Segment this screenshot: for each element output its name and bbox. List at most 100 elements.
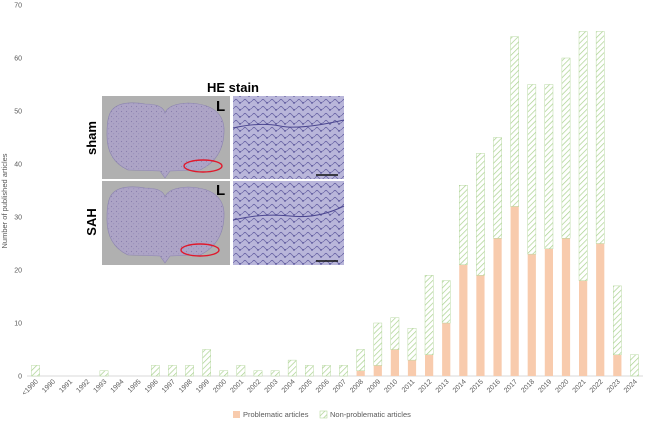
bar-non-problematic-2010 [390, 317, 400, 350]
y-tick-label: 30 [14, 215, 22, 222]
he-stain-inset: HE stain sham SAH L L [78, 78, 346, 268]
x-tick-label: 1992 [75, 378, 91, 394]
bar-problematic-2020 [561, 238, 571, 376]
x-tick-label: 2017 [503, 378, 519, 394]
inset-row-label-sham: sham [84, 121, 99, 155]
bar-non-problematic-2003 [270, 370, 280, 377]
y-axis: 0 10 20 30 40 50 60 70 [14, 3, 22, 381]
legend-label-problematic: Problematic articles [243, 410, 309, 419]
bar-non-problematic-2015 [476, 153, 485, 276]
bar-problematic-2010 [390, 349, 399, 376]
x-tick-label: 1995 [127, 378, 143, 394]
x-tick-label: 2018 [520, 378, 536, 394]
bar-non-problematic-2018 [527, 84, 537, 255]
bar-problematic-2022 [596, 243, 605, 376]
y-tick-label: 40 [14, 162, 22, 169]
x-tick-label: 2010 [383, 378, 399, 394]
x-tick-label: 2014 [452, 378, 468, 394]
x-tick-label: 2013 [435, 378, 451, 394]
bars [31, 31, 639, 377]
bar-non-problematic-2024 [630, 354, 639, 377]
bar-non-problematic-2020 [561, 57, 571, 239]
bar-non-problematic-1996 [151, 365, 160, 377]
x-tick-label: 2008 [349, 378, 365, 394]
x-tick-label: 1996 [144, 378, 160, 394]
bar-non-problematic-2021 [578, 31, 588, 281]
x-tick-label: 2005 [298, 378, 314, 394]
x-tick-label: 2012 [418, 378, 434, 394]
y-axis-title: Number of published articles [0, 153, 9, 248]
x-tick-label: 1991 [58, 378, 74, 394]
x-tick-label: 1994 [110, 378, 126, 394]
bar-non-problematic-2004 [287, 359, 297, 377]
bar-non-problematic-2013 [441, 280, 451, 324]
y-tick-label: 0 [18, 374, 22, 381]
inset-row-label-sah: SAH [84, 208, 99, 235]
x-tick-label: 2022 [589, 378, 605, 394]
bar-non-problematic-2012 [424, 275, 434, 355]
sham-surface-line [232, 119, 345, 129]
x-tick-label: 2007 [332, 378, 348, 394]
y-tick-label: 10 [14, 321, 22, 328]
x-axis: <1990 1990 1991 1992 1993 1994 1995 1996 1997 199… [21, 378, 639, 397]
x-tick-label: 2016 [486, 378, 502, 394]
bar-non-problematic-2008 [356, 349, 365, 371]
bar-problematic-2017 [510, 206, 519, 376]
x-tick-label: 2024 [623, 378, 639, 394]
bar-non-problematic-2023 [613, 285, 622, 355]
x-tick-label: 2006 [315, 378, 331, 394]
sah-brain-section [106, 186, 225, 264]
x-tick-label: 1990 [41, 378, 57, 394]
x-tick-label: 1999 [195, 378, 211, 394]
bar-problematic-2013 [442, 323, 451, 376]
x-tick-label: 2002 [246, 378, 262, 394]
x-tick-label: 2019 [537, 378, 553, 394]
y-tick-label: 20 [14, 268, 22, 275]
bar-problematic-2015 [476, 275, 485, 376]
inset-title: HE stain [207, 80, 259, 95]
bar-non-problematic-2011 [407, 328, 417, 361]
legend-label-non-problematic: Non-problematic articles [330, 410, 411, 419]
sham-magnified-panel [233, 96, 344, 179]
bar-problematic-2018 [527, 254, 536, 376]
bar-problematic-2011 [407, 360, 417, 376]
x-tick-label: 1998 [178, 378, 194, 394]
bar-non-problematic-2017 [510, 36, 519, 207]
bar-non-problematic-2001 [236, 365, 246, 377]
bar-non-problematic-2002 [253, 370, 263, 377]
x-tick-label: 2009 [366, 378, 382, 394]
legend: Problematic articles Non-problematic art… [233, 410, 411, 419]
bar-non-problematic-2009 [373, 322, 383, 366]
x-tick-label: 2020 [554, 378, 570, 394]
bar-problematic-2023 [613, 354, 622, 376]
bar-non-problematic-before-1990 [31, 365, 40, 377]
bar-non-problematic-2005 [305, 365, 314, 377]
x-tick-label: 2003 [264, 378, 280, 394]
x-tick-label: 2021 [572, 378, 588, 394]
legend-swatch-problematic [233, 411, 240, 418]
y-tick-label: 50 [14, 109, 22, 116]
y-tick-label: 60 [14, 56, 22, 63]
x-tick-label: 2004 [281, 378, 297, 394]
sah-surface-line [232, 205, 345, 221]
bar-non-problematic-2014 [459, 184, 468, 265]
y-tick-label: 70 [14, 3, 22, 10]
sah-side-marker: L [216, 182, 225, 199]
bar-non-problematic-2007 [339, 365, 348, 377]
bar-non-problematic-2022 [595, 31, 605, 244]
x-tick-label: 2001 [229, 378, 245, 394]
x-tick-label: 2011 [401, 378, 417, 394]
x-tick-label: <1990 [21, 378, 40, 397]
sah-magnified-panel [233, 181, 344, 265]
sah-roi-ellipse [180, 243, 220, 257]
x-tick-label: 2023 [606, 378, 622, 394]
x-tick-label: 2015 [469, 378, 485, 394]
bar-problematic-2009 [373, 365, 382, 376]
bar-non-problematic-1999 [202, 349, 211, 377]
legend-swatch-non-problematic [319, 410, 328, 419]
bar-problematic-2008 [356, 370, 365, 376]
sham-roi-ellipse [183, 159, 223, 173]
bar-non-problematic-2000 [219, 370, 229, 377]
bar-non-problematic-1993 [99, 370, 109, 377]
sham-side-marker: L [216, 98, 225, 115]
